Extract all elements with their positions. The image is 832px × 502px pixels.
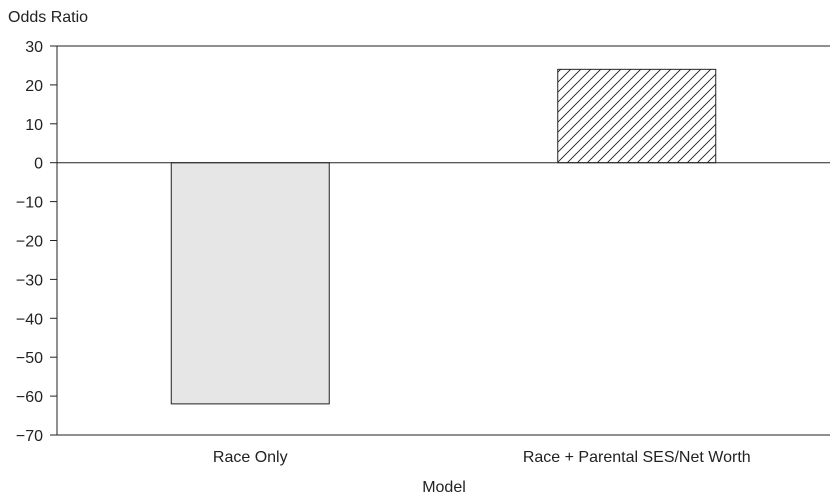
y-tick-label: −60 (16, 389, 43, 406)
y-tick-label: 0 (34, 156, 43, 173)
y-tick-label: −10 (16, 195, 43, 212)
y-tick-label: −20 (16, 234, 43, 251)
y-tick-label: 30 (25, 39, 43, 56)
y-tick-label: 10 (25, 117, 43, 134)
y-axis-title: Odds Ratio (8, 9, 88, 26)
x-axis-tick-labels: Race Only Race + Parental SES/Net Worth (213, 449, 751, 466)
x-axis-title: Model (422, 479, 466, 496)
bars (170, 68, 717, 405)
y-tick-label: −50 (16, 350, 43, 367)
y-tick-label: 20 (25, 78, 43, 95)
y-tick-label: −40 (16, 311, 43, 328)
x-tick-label: Race Only (213, 449, 288, 466)
y-tick-label: −30 (16, 272, 43, 289)
y-axis-ticks: 30 20 10 0 −10 −20 −30 −40 −50 −60 −70 (16, 39, 57, 445)
axes (56, 45, 830, 436)
bar (557, 68, 717, 164)
bar (170, 162, 330, 405)
x-tick-label: Race + Parental SES/Net Worth (523, 449, 751, 466)
y-tick-label: −70 (16, 428, 43, 445)
